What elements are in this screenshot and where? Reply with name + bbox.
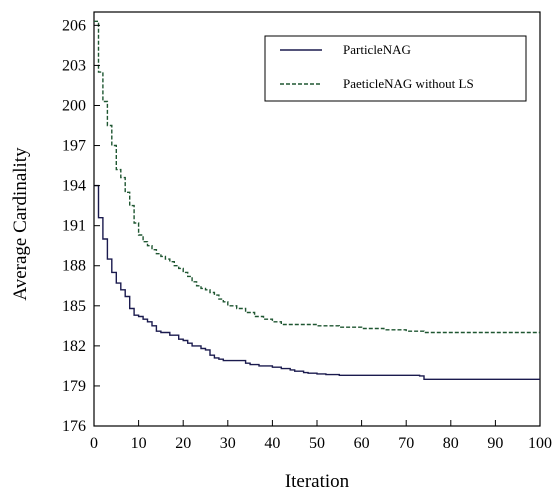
x-axis-title: Iteration [285,471,350,492]
x-tick-label: 20 [175,435,191,452]
series-line-1 [94,20,540,334]
y-tick-label: 203 [62,57,86,74]
series-layer [94,20,540,380]
x-tick-label: 90 [487,435,503,452]
x-tick-label: 40 [264,435,280,452]
legend-label-particlenag: ParticleNAG [343,42,411,57]
y-tick-label: 185 [62,298,86,315]
y-axis-title: Average Cardinality [10,147,31,301]
x-tick-label: 70 [398,435,414,452]
x-tick-label: 30 [220,435,236,452]
x-tick-label: 100 [528,435,552,452]
y-tick-label: 182 [62,338,86,355]
y-tick-label: 176 [62,418,86,435]
y-tick-label: 179 [62,378,86,395]
legend: ParticleNAG PaeticleNAG without LS [264,35,527,102]
legend-box [264,35,527,102]
x-tick-label: 0 [90,435,98,452]
y-tick-label: 197 [62,138,86,155]
y-tick-label: 188 [62,258,86,275]
legend-label-without-ls: PaeticleNAG without LS [343,76,474,91]
x-tick-label: 80 [443,435,459,452]
plot-area: 0 10 20 30 40 50 60 70 80 90 100 176 179 182 185 188 191… [62,11,552,452]
ticks-layer: 0 10 20 30 40 50 60 70 80 90 100 176 179 182 185 188 191… [62,17,552,452]
y-tick-label: 206 [62,17,86,34]
x-tick-label: 10 [131,435,147,452]
x-tick-label: 60 [354,435,370,452]
y-tick-label: 200 [62,97,86,114]
y-tick-label: 194 [62,178,86,195]
x-tick-label: 50 [309,435,325,452]
series-line-0 [94,184,540,380]
y-tick-label: 191 [62,218,86,235]
